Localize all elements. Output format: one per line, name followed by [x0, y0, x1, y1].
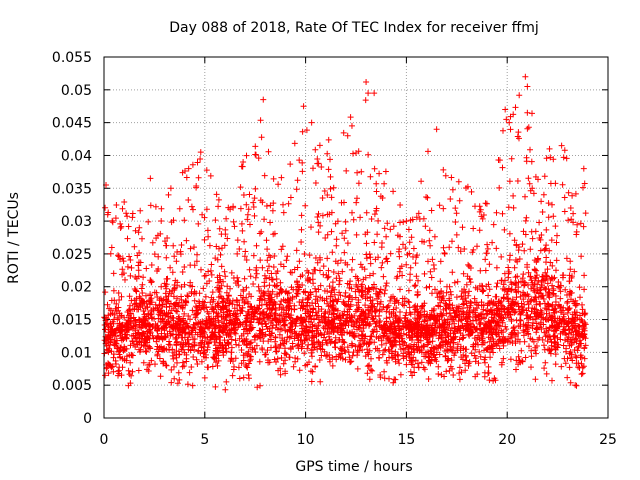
y-tick-label: 0.015	[52, 313, 92, 329]
y-axis-label: ROTI / TECUs	[6, 192, 22, 284]
x-tick-label: 10	[297, 432, 315, 448]
y-tick-label: 0.03	[61, 214, 92, 230]
x-tick-label: 15	[397, 432, 415, 448]
x-axis-label: GPS time / hours	[295, 459, 412, 475]
roti-point	[300, 103, 307, 110]
roti-point	[558, 142, 565, 149]
roti-point-cloud	[101, 92, 589, 393]
roti-point	[580, 165, 587, 172]
y-tick-label: 0.04	[61, 148, 92, 164]
y-axis: 0 0.005 0.01 0.015 0.02 0.025 0.03 0.035 0.04 0.0…	[52, 50, 608, 427]
y-tick-label: 0.005	[52, 378, 92, 394]
y-tick-label: 0.025	[52, 247, 92, 263]
roti-point	[433, 126, 440, 133]
roti-point	[363, 78, 370, 85]
roti-point	[308, 119, 315, 126]
roti-point	[524, 83, 531, 90]
roti-point	[240, 159, 247, 166]
y-tick-label: 0.01	[61, 345, 92, 361]
y-tick-label: 0.05	[61, 83, 92, 99]
x-tick-label: 0	[100, 432, 109, 448]
y-tick-label: 0.045	[52, 116, 92, 132]
roti-point	[506, 119, 513, 126]
roti-point	[371, 90, 378, 97]
roti-point	[260, 96, 267, 103]
roti-point	[197, 149, 204, 156]
y-tick-label: 0	[83, 411, 92, 427]
data-points	[101, 73, 589, 393]
roti-point	[522, 73, 529, 80]
roti-point	[546, 145, 553, 152]
roti-point	[185, 165, 192, 172]
x-tick-label: 25	[599, 432, 617, 448]
roti-point	[147, 175, 154, 182]
roti-point	[502, 106, 509, 113]
chart-title: Day 088 of 2018, Rate Of TEC Index for r…	[169, 20, 539, 36]
plot-frame	[103, 56, 609, 419]
x-tick-label: 20	[498, 432, 516, 448]
roti-point	[403, 218, 410, 225]
x-tick-label: 5	[200, 432, 209, 448]
y-tick-label: 0.02	[61, 280, 92, 296]
roti-point	[524, 109, 531, 116]
y-tick-label: 0.035	[52, 181, 92, 197]
roti-point	[365, 90, 372, 97]
roti-point	[455, 178, 462, 185]
roti-point	[348, 122, 355, 129]
y-tick-label: 0.055	[52, 50, 92, 66]
